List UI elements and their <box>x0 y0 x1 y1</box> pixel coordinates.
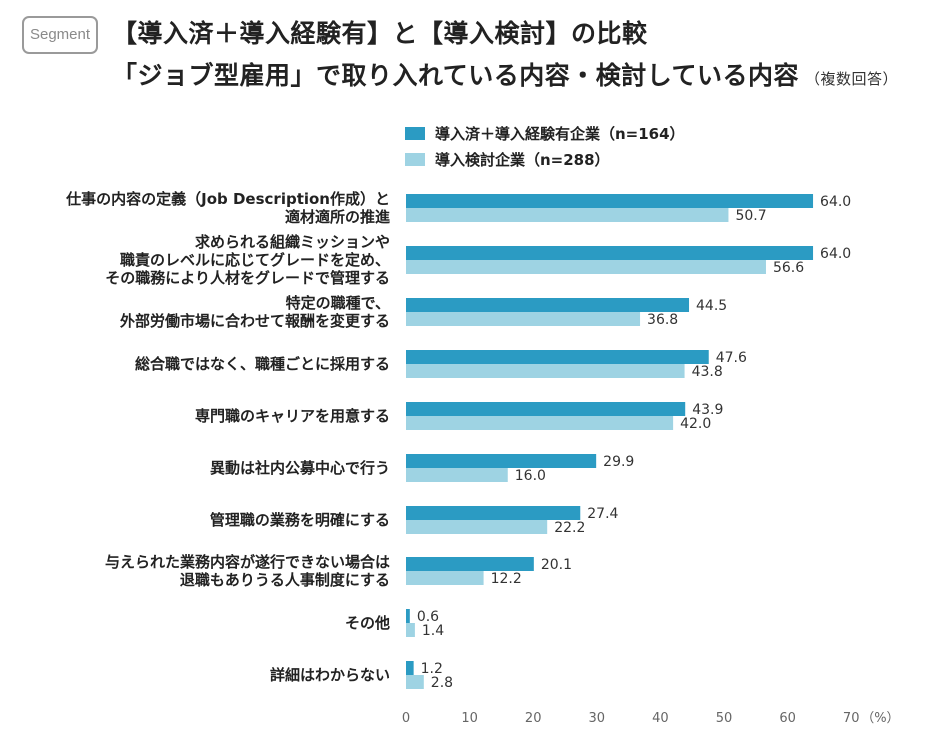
bar-series2-8 <box>406 623 415 637</box>
x-tick-30: 30 <box>589 711 606 726</box>
category-label-1-2: その職務により人材をグレードで管理する <box>105 269 390 287</box>
value-label-series1-0: 64.0 <box>820 194 851 210</box>
bar-series1-0 <box>406 194 814 208</box>
value-label-series2-5: 16.0 <box>515 468 546 484</box>
chart-title-line1: 【導入済＋導入経験有】と【導入検討】の比較 <box>112 19 648 48</box>
value-label-series2-9: 2.8 <box>431 675 453 691</box>
x-tick-70: 70 <box>843 711 860 726</box>
chart-legend: 導入済＋導入経験有企業（n=164） 導入検討企業（n=288） <box>405 120 685 172</box>
legend-label-series1: 導入済＋導入経験有企業（n=164） <box>435 124 685 143</box>
legend-swatch-series1 <box>405 126 425 140</box>
legend-item-series2: 導入検討企業（n=288） <box>405 146 685 172</box>
x-tick-50: 50 <box>716 711 733 726</box>
x-tick-40: 40 <box>652 711 669 726</box>
category-label-0-1: 適材適所の推進 <box>285 208 391 226</box>
bar-series1-1 <box>406 246 814 260</box>
value-label-series1-3: 47.6 <box>716 350 747 366</box>
value-label-series1-2: 44.5 <box>696 298 727 314</box>
bar-series2-6 <box>406 520 548 534</box>
category-label-3-0: 総合職ではなく、職種ごとに採用する <box>135 355 390 373</box>
value-label-series1-9: 1.2 <box>421 661 443 677</box>
value-label-series2-2: 36.8 <box>647 312 678 328</box>
value-label-series1-5: 29.9 <box>603 454 634 470</box>
category-label-2-1: 外部労働市場に合わせて報酬を変更する <box>119 312 390 330</box>
category-label-8-0: その他 <box>345 614 390 632</box>
legend-swatch-series2 <box>405 152 425 166</box>
bar-series1-2 <box>406 298 690 312</box>
value-label-series2-7: 12.2 <box>491 571 522 587</box>
value-label-series1-6: 27.4 <box>587 506 618 522</box>
category-label-4-0: 専門職のキャリアを用意する <box>195 407 390 425</box>
category-label-6-0: 管理職の業務を明確にする <box>210 511 390 529</box>
x-tick-10: 10 <box>461 711 478 726</box>
bar-series1-5 <box>406 454 597 468</box>
category-label-7-0: 与えられた業務内容が遂行できない場合は <box>105 553 390 571</box>
x-axis-unit: （%） <box>861 711 899 726</box>
x-tick-60: 60 <box>779 711 796 726</box>
bar-series2-2 <box>406 312 641 326</box>
category-label-7-1: 退職もありうる人事制度にする <box>180 571 390 589</box>
x-tick-20: 20 <box>525 711 542 726</box>
value-label-series1-1: 64.0 <box>820 246 851 262</box>
chart-title-line2-text: 「ジョブ型雇用」で取り入れている内容・検討している内容 <box>112 61 800 90</box>
category-label-2-0: 特定の職種で、 <box>286 294 390 312</box>
bar-series1-9 <box>406 661 414 675</box>
bar-series2-3 <box>406 364 685 378</box>
chart-title-note: （複数回答） <box>805 70 899 88</box>
legend-label-series2: 導入検討企業（n=288） <box>435 150 610 169</box>
category-label-1-0: 求められる組織ミッションや <box>195 233 390 251</box>
value-label-series2-3: 43.8 <box>692 364 723 380</box>
bar-series1-7 <box>406 557 534 571</box>
bar-series2-7 <box>406 571 484 585</box>
category-label-1-1: 職責のレベルに応じてグレードを定め、 <box>120 251 390 269</box>
bar-series2-0 <box>406 208 729 222</box>
chart-title-line2: 「ジョブ型雇用」で取り入れている内容・検討している内容 （複数回答） <box>112 56 898 92</box>
value-label-series2-1: 56.6 <box>773 260 804 276</box>
value-label-series1-8: 0.6 <box>417 609 439 625</box>
bar-series2-9 <box>406 675 424 689</box>
value-label-series2-0: 50.7 <box>735 208 766 224</box>
value-label-series1-7: 20.1 <box>541 557 572 573</box>
value-label-series1-4: 43.9 <box>692 402 723 418</box>
x-tick-0: 0 <box>402 711 410 726</box>
bar-series1-3 <box>406 350 709 364</box>
bar-series1-6 <box>406 506 581 520</box>
category-label-5-0: 異動は社内公募中心で行う <box>210 459 390 477</box>
value-label-series2-8: 1.4 <box>422 623 444 639</box>
value-label-series2-6: 22.2 <box>554 520 585 536</box>
bar-series2-4 <box>406 416 674 430</box>
bar-series2-1 <box>406 260 766 274</box>
legend-item-series1: 導入済＋導入経験有企業（n=164） <box>405 120 685 146</box>
bar-series2-5 <box>406 468 508 482</box>
bar-series1-4 <box>406 402 686 416</box>
segment-badge: Segment <box>22 16 98 54</box>
category-label-9-0: 詳細はわからない <box>270 666 390 684</box>
bar-series1-8 <box>406 609 410 623</box>
value-label-series2-4: 42.0 <box>680 416 711 432</box>
category-label-0-0: 仕事の内容の定義（Job Description作成）と <box>65 190 390 208</box>
